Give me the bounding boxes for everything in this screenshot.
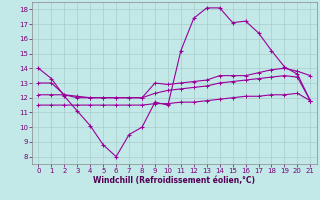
X-axis label: Windchill (Refroidissement éolien,°C): Windchill (Refroidissement éolien,°C)	[93, 176, 255, 185]
